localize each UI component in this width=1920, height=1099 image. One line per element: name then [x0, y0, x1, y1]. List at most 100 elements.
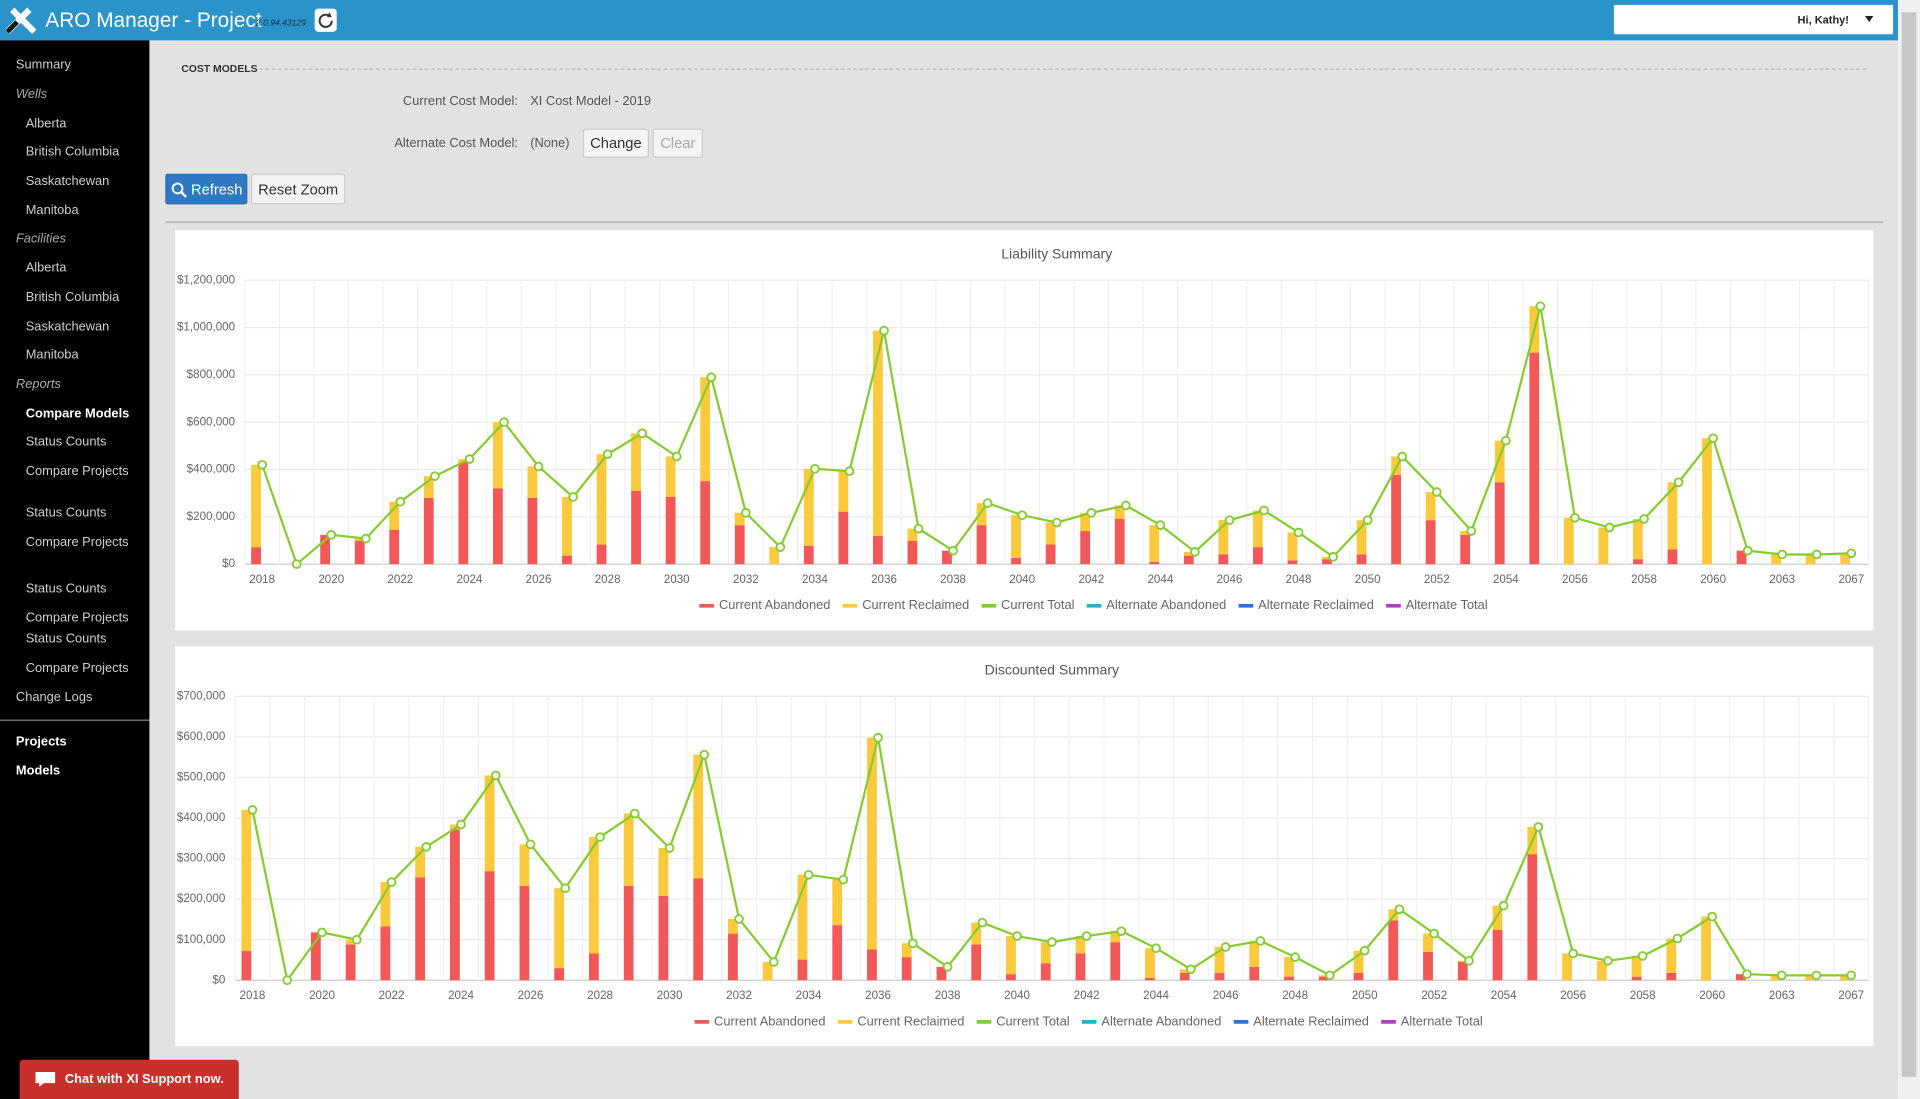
- legend-label: Current Abandoned: [714, 1013, 825, 1028]
- nav-link[interactable]: Models: [15, 763, 61, 779]
- nav-link[interactable]: Projects: [15, 734, 67, 749]
- bar: [345, 944, 356, 981]
- nav-item[interactable]: Alberta: [25, 116, 67, 131]
- nav-item[interactable]: Status Counts: [25, 631, 107, 647]
- bar: [345, 939, 356, 945]
- bar: [1805, 554, 1816, 565]
- nav-item[interactable]: Saskatchewan: [25, 319, 110, 335]
- bar: [562, 496, 572, 556]
- line-point: [1190, 547, 1200, 557]
- line-point: [282, 975, 293, 986]
- bar: [1183, 551, 1194, 556]
- line-point: [1673, 477, 1684, 488]
- line-point: [317, 927, 327, 938]
- x-tick-label: 2056: [1562, 573, 1588, 586]
- y-tick-label: $500,000: [177, 771, 225, 784]
- section-rule: [259, 68, 1867, 70]
- x-tick-label: 2036: [871, 573, 897, 586]
- bar: [665, 496, 676, 565]
- line-point: [768, 957, 779, 967]
- field-value: XI Cost Model - 2019: [530, 94, 651, 109]
- bar: [907, 528, 918, 541]
- bar: [241, 809, 252, 952]
- legend-label: Current Total: [1001, 597, 1074, 612]
- bar: [1353, 972, 1364, 981]
- divider: [165, 221, 1884, 223]
- clear-button[interactable]: Clear: [652, 128, 703, 158]
- reset-zoom-button[interactable]: Reset Zoom: [251, 173, 346, 205]
- nav-heading: Reports: [15, 376, 61, 392]
- line-point: [1429, 928, 1439, 939]
- nav-item[interactable]: Alberta: [25, 260, 67, 276]
- nav-item[interactable]: British Columbia: [25, 290, 120, 305]
- line-point: [1742, 969, 1752, 980]
- line-point: [977, 917, 988, 928]
- nav-item[interactable]: Compare Models: [25, 406, 130, 421]
- bar: [1045, 544, 1056, 565]
- nav-item[interactable]: Compare Projects: [25, 534, 129, 550]
- reload-button[interactable]: [314, 8, 337, 32]
- nav-item[interactable]: Manitoba: [25, 347, 79, 363]
- bar: [1527, 854, 1538, 981]
- nav-item[interactable]: Compare Projects: [25, 463, 129, 479]
- bar: [596, 544, 607, 565]
- x-tick-label: 2018: [249, 573, 275, 586]
- bar: [1040, 963, 1051, 981]
- nav-item[interactable]: British Columbia: [25, 144, 120, 160]
- change-button[interactable]: Change: [582, 128, 649, 158]
- nav-item[interactable]: Status Counts: [25, 434, 107, 450]
- line-point: [1431, 487, 1442, 497]
- nav-item[interactable]: Manitoba: [25, 203, 79, 218]
- x-tick-label: 2052: [1421, 989, 1447, 1002]
- line-point: [560, 883, 571, 894]
- line-point: [913, 523, 924, 534]
- line-point: [1012, 931, 1022, 941]
- bar: [1563, 517, 1574, 565]
- chart: Liability Summary $0 $200,000 $400,000 $600,…: [177, 245, 1870, 612]
- bar: [1457, 960, 1468, 963]
- chat-button[interactable]: Chat with XI Support now.: [19, 1059, 239, 1099]
- scrollbar[interactable]: [1897, 0, 1920, 1099]
- nav-item[interactable]: Status Counts: [25, 505, 107, 521]
- bar: [971, 922, 982, 945]
- refresh-button[interactable]: Refresh: [165, 173, 248, 205]
- line-point: [664, 843, 675, 853]
- bar: [1183, 555, 1194, 565]
- nav-heading: Wells: [15, 86, 48, 102]
- bar: [901, 943, 912, 958]
- bar: [1460, 531, 1471, 535]
- line-point: [1224, 515, 1235, 525]
- line-point: [775, 542, 786, 552]
- x-tick-label: 2036: [865, 989, 891, 1002]
- nav-item[interactable]: Change Logs: [15, 690, 93, 705]
- nav-item[interactable]: Compare Projects: [25, 610, 129, 626]
- bar: [519, 885, 530, 981]
- y-tick-label: $600,000: [187, 415, 235, 428]
- nav-item[interactable]: Status Counts: [25, 581, 107, 596]
- x-tick-label: 2063: [1769, 989, 1795, 1002]
- bar: [389, 501, 400, 530]
- nav-item[interactable]: Compare Projects: [25, 660, 129, 676]
- bar: [380, 882, 391, 927]
- bar: [423, 497, 434, 565]
- bar: [700, 481, 711, 565]
- y-tick-label: $200,000: [177, 892, 225, 905]
- line-point: [982, 498, 993, 508]
- bar: [1006, 974, 1016, 981]
- line-point: [499, 417, 509, 428]
- section-heading: COST MODELS: [181, 62, 258, 75]
- line-point: [456, 819, 466, 830]
- user-menu[interactable]: Hi, Kathy!: [1613, 4, 1894, 35]
- x-tick-label: 2042: [1078, 573, 1104, 586]
- nav-item[interactable]: Summary: [15, 57, 71, 73]
- nav-item[interactable]: Saskatchewan: [25, 173, 110, 189]
- bar: [734, 512, 745, 526]
- line-point: [395, 496, 406, 507]
- bar: [1214, 972, 1225, 981]
- legend-label: Alternate Reclaimed: [1258, 597, 1374, 612]
- line-point: [1155, 520, 1166, 530]
- bar: [1529, 352, 1540, 565]
- line-point: [1220, 942, 1231, 952]
- bar: [354, 540, 365, 565]
- line-point: [1535, 301, 1546, 312]
